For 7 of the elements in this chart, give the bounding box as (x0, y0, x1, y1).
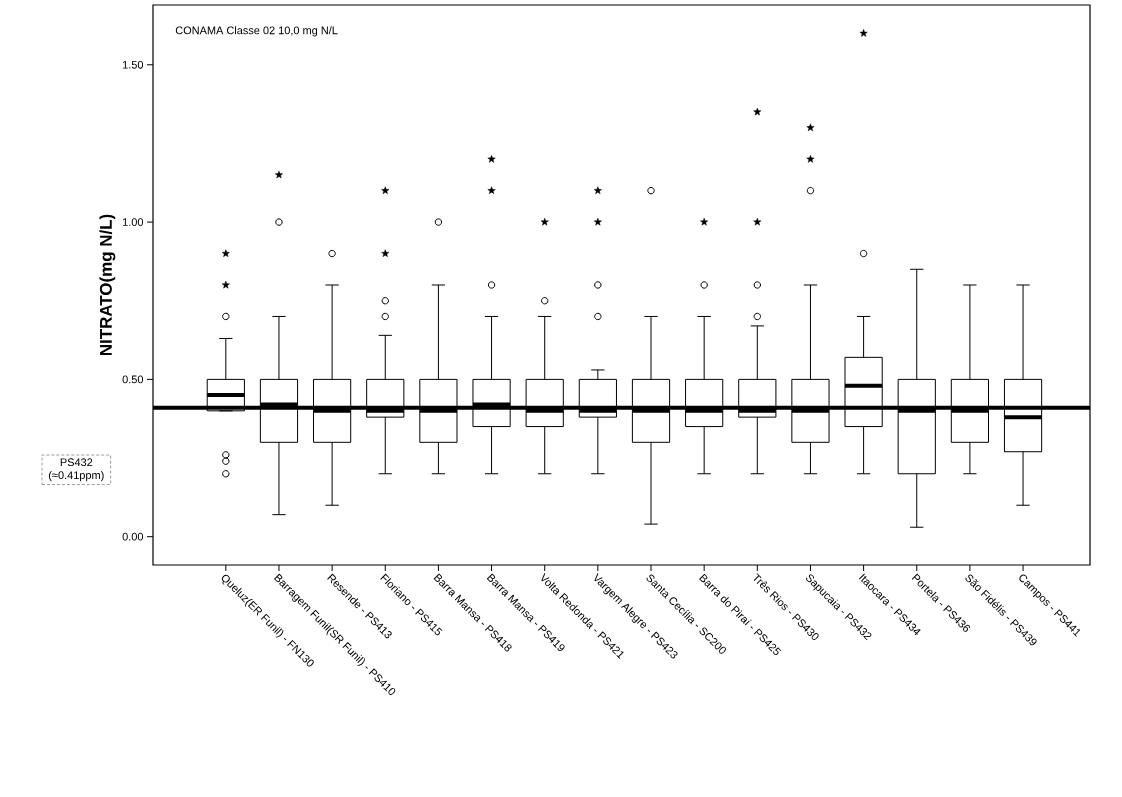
y-tick-label: 0.00 (122, 532, 144, 541)
annotation: CONAMA Classe 02 10,0 mg N/L (175, 26, 338, 37)
y-tick-label: 1.50 (122, 60, 144, 69)
y-tick-label: 1.00 (122, 218, 144, 226)
y-tick-label: 0.50 (122, 375, 144, 384)
ref-line-label: PS432 (≈0.41ppm) (49, 458, 104, 482)
y-axis-title: NITRATO(mg N/L) (99, 214, 116, 356)
